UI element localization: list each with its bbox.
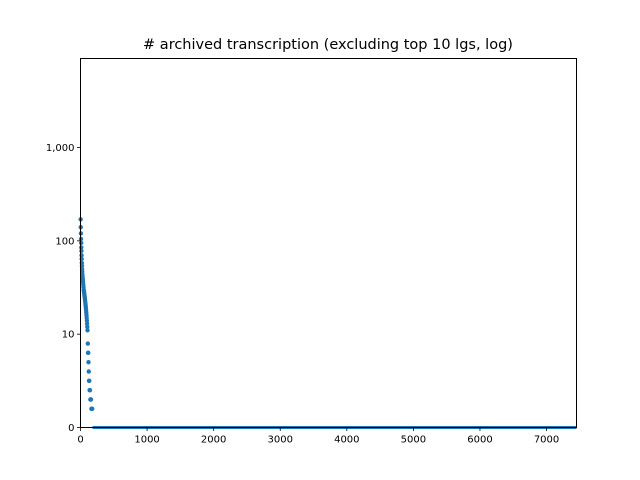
data-point (78, 240, 84, 246)
x-tick-label: 6000 (467, 435, 492, 446)
x-tick-label: 7000 (534, 435, 559, 446)
y-tick-label: 10 (62, 330, 75, 341)
x-tick-label: 3000 (268, 435, 293, 446)
data-point (88, 397, 94, 402)
y-tick-label: 0 (68, 423, 74, 434)
chart-title: # archived transcription (excluding top … (143, 37, 513, 53)
data-point (78, 236, 84, 242)
x-tick-label: 5000 (401, 435, 426, 446)
plot-frame (80, 58, 577, 428)
data-point (90, 406, 95, 412)
x-tick-label: 0 (77, 435, 83, 446)
data-point (87, 378, 92, 384)
y-tick-label: 1,000 (46, 143, 75, 154)
y-axis: 0 10 100 1,000 (46, 143, 81, 434)
data-point (87, 387, 93, 393)
x-axis: 0 1000 2000 3000 4000 5000 6000 7000 (77, 427, 559, 446)
data-point (86, 350, 91, 356)
data-point (85, 324, 90, 329)
data-point (86, 369, 91, 374)
data-point (85, 328, 90, 333)
data-point (84, 321, 90, 326)
data-point (86, 359, 91, 365)
data-point (79, 248, 84, 254)
data-point (85, 341, 91, 346)
x-tick-label: 1000 (134, 435, 159, 446)
x-tick-label: 4000 (334, 435, 359, 446)
x-tick-label: 2000 (201, 435, 226, 446)
y-tick-label: 100 (55, 236, 74, 247)
